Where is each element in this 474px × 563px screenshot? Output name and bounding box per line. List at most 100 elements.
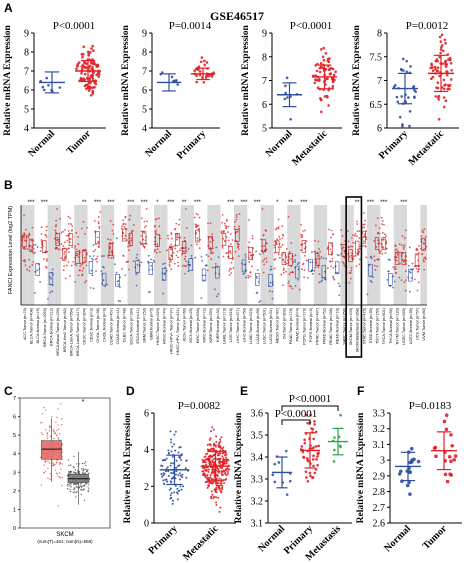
- data-point: [45, 266, 48, 269]
- data-point: [221, 247, 224, 249]
- data-point: [265, 248, 268, 251]
- data-point: [56, 473, 58, 475]
- data-point: [322, 257, 325, 260]
- data-point: [265, 257, 268, 260]
- data-point: [421, 229, 424, 232]
- box: [255, 273, 260, 286]
- data-point: [33, 292, 36, 294]
- data-point: [42, 433, 44, 435]
- data-point: [58, 433, 61, 435]
- box: [28, 238, 34, 252]
- data-point: [51, 290, 54, 293]
- data-point: [69, 482, 71, 485]
- data-point: [214, 263, 217, 265]
- data-point: [169, 260, 172, 263]
- data-point: [249, 254, 252, 257]
- data-point: [40, 240, 43, 243]
- data-point: [88, 488, 90, 490]
- data-point: [130, 239, 133, 242]
- data-point: [281, 225, 284, 228]
- data-point: [394, 249, 397, 252]
- data-point: [169, 464, 172, 467]
- data-point: [23, 232, 26, 235]
- data-point: [224, 471, 227, 474]
- data-point: [57, 408, 59, 410]
- data-point: [100, 270, 103, 273]
- data-point: [82, 249, 85, 251]
- data-point: [331, 257, 334, 260]
- data-point: [139, 241, 142, 244]
- data-point: [304, 470, 308, 473]
- data-point: [40, 422, 42, 424]
- data-point: [224, 227, 227, 230]
- data-point: [185, 459, 188, 462]
- data-point: [445, 73, 449, 77]
- data-point: [235, 214, 238, 216]
- data-point: [315, 458, 318, 461]
- data-point: [326, 267, 329, 269]
- data-point: [60, 418, 63, 420]
- data-point: [85, 66, 88, 69]
- data-point: [386, 279, 389, 281]
- data-point: [210, 252, 213, 254]
- data-point: [249, 251, 252, 254]
- data-point: [211, 467, 214, 470]
- data-point: [64, 228, 66, 231]
- data-point: [39, 250, 42, 252]
- data-point: [399, 67, 403, 71]
- data-point: [175, 222, 178, 225]
- data-point: [73, 455, 75, 458]
- data-point: [359, 247, 361, 250]
- data-point: [34, 243, 37, 246]
- data-point: [54, 432, 56, 435]
- data-point: [444, 99, 448, 103]
- data-point: [172, 476, 175, 479]
- data-point: [31, 264, 34, 266]
- data-point: [87, 52, 90, 56]
- data-point: [396, 250, 399, 253]
- category-label: BRCA-Her2.Tumor (n=82): [63, 307, 67, 352]
- data-point: [23, 258, 26, 261]
- data-point: [219, 506, 222, 509]
- data-point: [312, 446, 316, 449]
- y-tick-label: 4: [142, 124, 147, 135]
- data-point: [70, 223, 72, 225]
- p-value-label: P<0.0001: [275, 408, 318, 420]
- y-tick-label: 0: [13, 526, 16, 532]
- data-point: [81, 462, 84, 465]
- y-tick-label: 6: [377, 124, 382, 135]
- data-point: [176, 261, 179, 264]
- data-point: [330, 242, 333, 245]
- data-point: [67, 215, 70, 218]
- data-point: [321, 279, 324, 282]
- data-point: [405, 229, 407, 232]
- data-point: [319, 48, 323, 51]
- data-point: [156, 243, 159, 246]
- data-point: [49, 276, 52, 278]
- data-point: [402, 246, 405, 249]
- data-point: [135, 273, 138, 276]
- data-point: [80, 489, 83, 491]
- data-point: [75, 67, 78, 71]
- p-value-label: P=0.0014: [169, 20, 212, 32]
- data-point: [247, 274, 250, 277]
- category-label: PCPG.Tumor (n=179): [302, 307, 306, 345]
- data-point: [212, 454, 215, 457]
- data-point: [31, 251, 34, 253]
- data-point: [399, 251, 401, 254]
- data-point: [68, 464, 70, 467]
- data-point: [40, 232, 43, 235]
- data-point: [101, 255, 103, 258]
- data-point: [193, 216, 196, 219]
- category-label: TGCT.Tumor (n=150): [376, 307, 380, 344]
- data-point: [146, 220, 148, 223]
- data-point: [55, 462, 58, 464]
- data-point: [193, 69, 197, 73]
- category-label: UVM.Tumor (n=80): [422, 307, 426, 340]
- data-point: [300, 223, 302, 226]
- data-point: [168, 488, 171, 491]
- data-point: [201, 259, 204, 262]
- data-point: [395, 248, 398, 251]
